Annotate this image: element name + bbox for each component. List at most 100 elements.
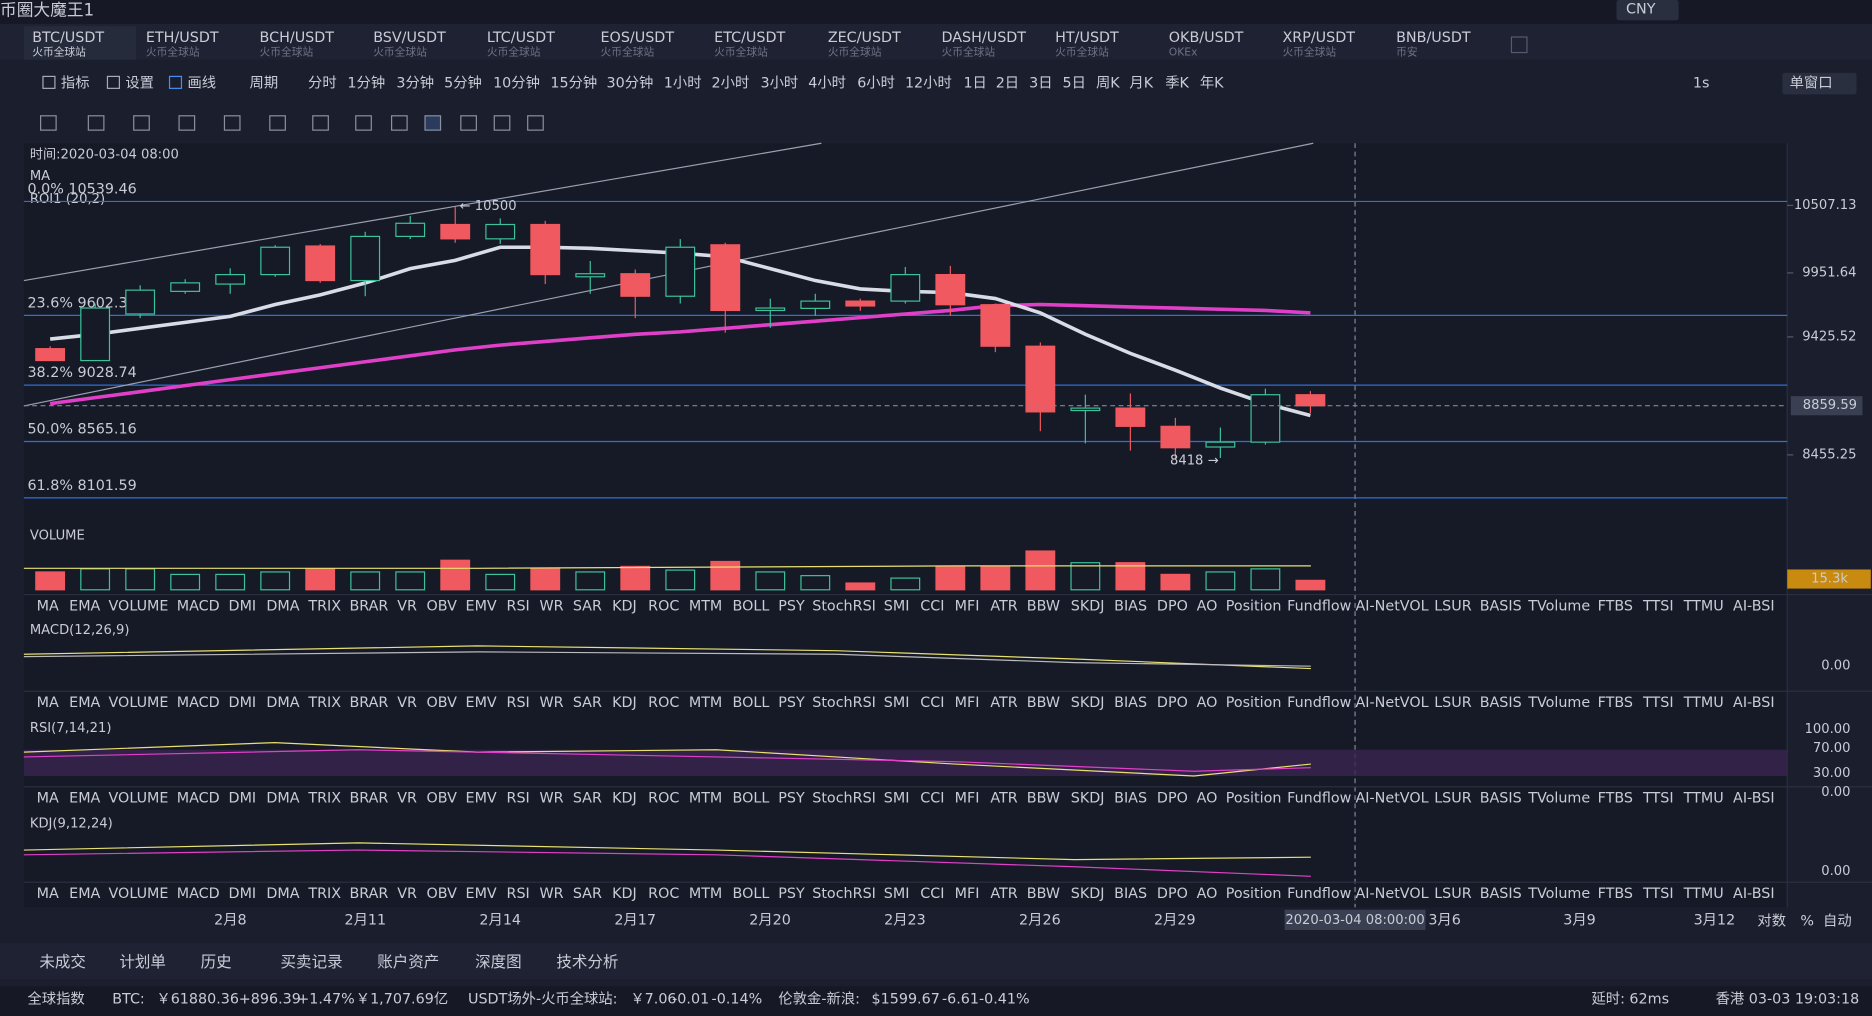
indicator-tab[interactable]: BBW bbox=[1027, 598, 1060, 614]
interval[interactable]: 2日 bbox=[996, 76, 1019, 92]
bottom-tab[interactable]: 未成交 bbox=[39, 953, 86, 971]
draw-tool[interactable] bbox=[133, 115, 150, 131]
interval[interactable]: 10分钟 bbox=[493, 75, 540, 92]
indicator-tab[interactable]: FTBS bbox=[1598, 598, 1633, 614]
indicator-tab[interactable]: TTSI bbox=[1642, 791, 1674, 807]
indicator-tab[interactable]: TVolume bbox=[1527, 598, 1590, 614]
indicator-tab[interactable]: MA bbox=[37, 598, 59, 614]
indicator-tab[interactable]: AI-NetVOL bbox=[1356, 886, 1429, 902]
indicator-tab[interactable]: AO bbox=[1197, 598, 1218, 614]
indicator-tab[interactable]: Position bbox=[1226, 695, 1282, 711]
indicator-tab[interactable]: EMA bbox=[69, 598, 100, 614]
indicator-tab[interactable]: DMI bbox=[229, 598, 257, 614]
indicator-tab[interactable]: DMA bbox=[266, 598, 299, 614]
indicator-tab[interactable]: VOLUME bbox=[109, 695, 169, 711]
indicator-tab[interactable]: BASIS bbox=[1480, 695, 1522, 711]
interval[interactable]: 15分钟 bbox=[550, 75, 597, 92]
indicator-tab[interactable]: RSI bbox=[507, 886, 530, 902]
indicator-tab[interactable]: SKDJ bbox=[1071, 791, 1105, 807]
interval[interactable]: 3日 bbox=[1029, 76, 1052, 92]
indicator-tab[interactable]: AO bbox=[1197, 791, 1218, 807]
indicator-tab[interactable]: DMI bbox=[229, 886, 257, 902]
indicator-tab[interactable]: WR bbox=[540, 791, 564, 807]
indicator-tab[interactable]: SAR bbox=[573, 886, 602, 902]
indicator-tab[interactable]: Fundflow bbox=[1287, 695, 1351, 711]
interval[interactable]: 12小时 bbox=[905, 75, 952, 92]
indicator-tab[interactable]: DPO bbox=[1157, 886, 1188, 902]
tab-exchange[interactable]: 火币全球站 bbox=[146, 46, 200, 59]
indicator-tab[interactable]: StochRSI bbox=[812, 791, 876, 807]
indicator-tab[interactable]: ROC bbox=[648, 695, 679, 711]
tab-symbol[interactable]: HT/USDT bbox=[1055, 30, 1119, 46]
indicator-tab[interactable]: CCI bbox=[920, 791, 944, 807]
indicator-tab[interactable]: LSUR bbox=[1434, 791, 1472, 807]
interval[interactable]: 30分钟 bbox=[606, 75, 653, 92]
indicator-tab[interactable]: MA bbox=[37, 695, 59, 711]
indicator-tab[interactable]: MA bbox=[37, 791, 59, 807]
indicator-tab[interactable]: MACD bbox=[177, 695, 220, 711]
draw-tool[interactable] bbox=[355, 115, 372, 131]
indicator-tab[interactable]: TRIX bbox=[307, 791, 341, 807]
indicator-tab[interactable]: MFI bbox=[955, 695, 980, 711]
toolbar-icon[interactable] bbox=[106, 75, 120, 89]
interval[interactable]: 2小时 bbox=[712, 75, 750, 92]
interval[interactable]: 分时 bbox=[308, 75, 337, 92]
indicator-tab[interactable]: VR bbox=[397, 598, 417, 614]
indicator-tab[interactable]: EMV bbox=[466, 598, 497, 614]
indicator-tab[interactable]: PSY bbox=[778, 695, 805, 711]
indicator-tab[interactable]: EMA bbox=[69, 695, 100, 711]
indicator-tab[interactable]: AI-NetVOL bbox=[1356, 598, 1429, 614]
indicator-tab[interactable]: ROC bbox=[648, 886, 679, 902]
indicator-tab[interactable]: KDJ bbox=[612, 695, 637, 711]
indicator-tab[interactable]: MFI bbox=[955, 886, 980, 902]
interval[interactable]: 5日 bbox=[1063, 76, 1086, 92]
indicator-tab[interactable]: EMV bbox=[466, 886, 497, 902]
indicator-tab[interactable]: BRAR bbox=[349, 695, 388, 711]
interval[interactable]: 6小时 bbox=[857, 75, 895, 92]
indicator-tab[interactable]: TVolume bbox=[1527, 886, 1590, 902]
indicator-tab[interactable]: BASIS bbox=[1480, 886, 1522, 902]
indicator-tab[interactable]: SMI bbox=[884, 886, 910, 902]
indicator-tab[interactable]: ATR bbox=[990, 886, 1017, 902]
indicator-tab[interactable]: AI-BSI bbox=[1733, 598, 1775, 614]
indicator-tab[interactable]: Position bbox=[1226, 598, 1282, 614]
indicator-tab[interactable]: FTBS bbox=[1598, 695, 1633, 711]
tab-symbol[interactable]: DASH/USDT bbox=[941, 30, 1026, 46]
indicator-tab[interactable]: EMV bbox=[466, 695, 497, 711]
interval[interactable]: 3分钟 bbox=[396, 75, 434, 92]
tab-symbol[interactable]: EOS/USDT bbox=[601, 30, 675, 46]
indicator-tab[interactable]: BOLL bbox=[733, 886, 770, 902]
indicator-tab[interactable]: StochRSI bbox=[812, 886, 876, 902]
indicator-tab[interactable]: TTSI bbox=[1642, 695, 1674, 711]
interval[interactable]: 1分钟 bbox=[347, 75, 385, 92]
interval[interactable]: 周K bbox=[1096, 76, 1120, 92]
interval[interactable]: 月K bbox=[1129, 76, 1153, 92]
indicator-tab[interactable]: EMV bbox=[466, 791, 497, 807]
draw-tool[interactable] bbox=[460, 115, 477, 131]
tab-exchange[interactable]: 火币全球站 bbox=[260, 46, 314, 59]
indicator-tab[interactable]: BIAS bbox=[1114, 791, 1147, 807]
indicator-tab[interactable]: AO bbox=[1197, 886, 1218, 902]
bottom-tab[interactable]: 账户资产 bbox=[377, 953, 439, 971]
indicator-tab[interactable]: RSI bbox=[507, 791, 530, 807]
indicator-tab[interactable]: OBV bbox=[427, 886, 458, 902]
interval[interactable]: 季K bbox=[1165, 75, 1189, 92]
indicator-tab[interactable]: MACD bbox=[177, 886, 220, 902]
indicator-tab[interactable]: CCI bbox=[920, 695, 944, 711]
axis-option[interactable]: 对数 bbox=[1757, 913, 1786, 930]
bottom-tab[interactable]: 技术分析 bbox=[556, 953, 618, 971]
interval[interactable]: 5分钟 bbox=[444, 75, 482, 92]
toolbar-icon[interactable] bbox=[168, 75, 183, 89]
tab-exchange[interactable]: 火币全球站 bbox=[487, 46, 541, 59]
draw-tool[interactable] bbox=[493, 115, 511, 131]
tab-symbol[interactable]: BSV/USDT bbox=[373, 30, 446, 46]
indicator-tab[interactable]: BIAS bbox=[1114, 598, 1147, 614]
indicator-tab[interactable]: MFI bbox=[955, 598, 980, 614]
indicator-tab[interactable]: BBW bbox=[1027, 886, 1060, 902]
indicator-tab[interactable]: LSUR bbox=[1434, 886, 1472, 902]
tab-symbol[interactable]: BTC/USDT bbox=[32, 30, 104, 46]
indicator-tab[interactable]: SKDJ bbox=[1071, 598, 1105, 614]
interval[interactable]: 1日 bbox=[963, 76, 986, 92]
indicator-tab[interactable]: WR bbox=[540, 598, 564, 614]
indicator-tab[interactable]: TTSI bbox=[1642, 598, 1674, 614]
